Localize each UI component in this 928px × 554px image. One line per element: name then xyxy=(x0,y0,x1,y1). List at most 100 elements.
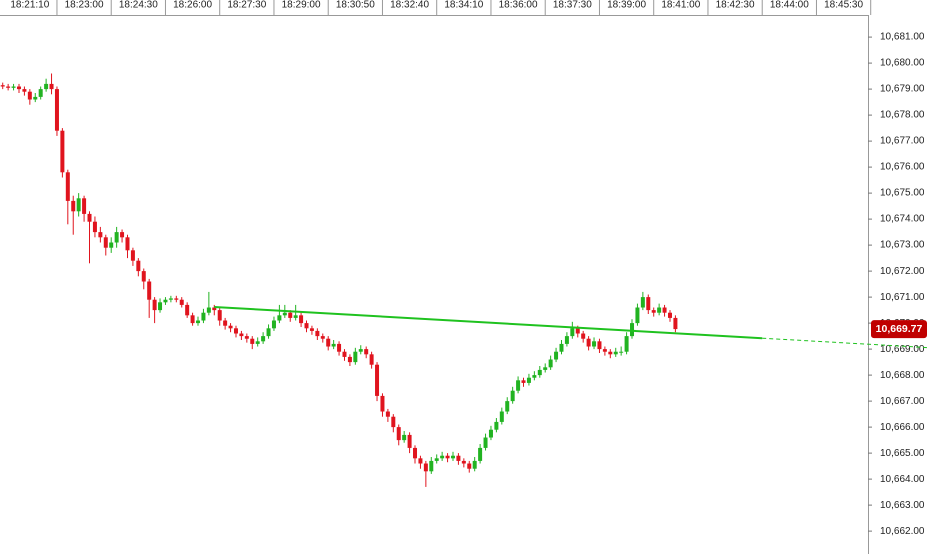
candle-body xyxy=(337,343,342,352)
candle-body xyxy=(190,315,195,324)
candle-body xyxy=(206,307,211,313)
y-tick-label: 10,667.00 xyxy=(880,396,925,407)
candle-body xyxy=(456,455,461,461)
y-tick-label: 10,675.00 xyxy=(880,188,925,199)
y-tick-label: 10,676.00 xyxy=(880,162,925,173)
candle-body xyxy=(6,86,11,88)
candle-body xyxy=(0,85,5,87)
candle-body xyxy=(640,297,645,308)
candle-body xyxy=(575,328,580,334)
candle-body xyxy=(347,356,352,363)
y-tick-label: 10,679.00 xyxy=(880,84,925,95)
candle-body xyxy=(87,213,92,222)
candle-body xyxy=(396,427,401,441)
y-tick-label: 10,677.00 xyxy=(880,136,925,147)
candle-body xyxy=(212,307,217,311)
candle-body xyxy=(483,437,488,448)
candle-body xyxy=(554,351,559,360)
candle-body xyxy=(315,330,320,337)
y-tick-label: 10,663.00 xyxy=(880,500,925,511)
candle-body xyxy=(299,315,304,324)
candle-body xyxy=(152,299,157,311)
candle-body xyxy=(667,312,672,318)
candle-body xyxy=(38,89,43,97)
candle-body xyxy=(33,96,38,100)
candle-body xyxy=(250,338,255,344)
candle-body xyxy=(499,411,504,422)
candle-body xyxy=(147,281,152,300)
x-tick-label: 18:26:00 xyxy=(173,0,212,11)
candle-body xyxy=(472,460,477,469)
candle-body xyxy=(445,455,450,459)
candle-body xyxy=(570,328,575,337)
x-tick-label: 18:21:10 xyxy=(10,0,49,11)
candle-body xyxy=(537,369,542,376)
candle-body xyxy=(309,328,314,331)
candle-body xyxy=(608,351,613,355)
candle-body xyxy=(375,364,380,396)
candle-body xyxy=(358,349,363,352)
candle-body xyxy=(130,250,135,261)
y-tick-label: 10,674.00 xyxy=(880,214,925,225)
candle-body xyxy=(646,297,651,311)
candle-body xyxy=(548,359,553,368)
candle-body xyxy=(494,421,499,430)
candle-body xyxy=(103,237,108,248)
candle-body xyxy=(526,377,531,383)
candle-body xyxy=(559,343,564,352)
candle-body xyxy=(185,304,190,316)
candle-body xyxy=(271,320,276,329)
y-tick-label: 10,665.00 xyxy=(880,448,925,459)
candle-body xyxy=(76,198,81,212)
y-tick-label: 10,666.00 xyxy=(880,422,925,433)
candle-body xyxy=(326,338,331,347)
candle-body xyxy=(364,349,369,355)
candle-body xyxy=(244,336,249,339)
y-tick-label: 10,673.00 xyxy=(880,240,925,251)
candle-body xyxy=(662,307,667,313)
candle-body xyxy=(592,341,597,347)
y-tick-label: 10,669.00 xyxy=(880,344,925,355)
candle-body xyxy=(54,89,59,131)
candle-body xyxy=(429,460,434,472)
candle-body xyxy=(239,333,244,337)
candle-body xyxy=(158,302,163,311)
candle-body xyxy=(320,336,325,339)
candle-body xyxy=(27,91,32,100)
candle-body xyxy=(82,198,87,214)
candle-body xyxy=(467,463,472,469)
candle-body xyxy=(413,447,418,459)
candle-body xyxy=(651,310,656,313)
candle-body xyxy=(125,237,130,251)
candle-body xyxy=(380,395,385,412)
candle-body xyxy=(120,232,125,238)
candle-body xyxy=(201,312,206,321)
candle-body xyxy=(92,221,97,233)
candle-body xyxy=(635,307,640,324)
candle-body xyxy=(478,447,483,461)
candle-body xyxy=(407,434,412,448)
candle-body xyxy=(630,323,635,337)
candle-body xyxy=(11,86,16,88)
candle-body xyxy=(304,323,309,329)
candle-body xyxy=(342,351,347,357)
candle-body xyxy=(22,89,27,92)
candle-body xyxy=(49,83,54,90)
candle-body xyxy=(619,351,624,353)
candle-body xyxy=(510,390,515,402)
candle-body xyxy=(418,458,423,464)
candle-body xyxy=(613,351,618,355)
candle-body xyxy=(597,341,602,350)
candle-body xyxy=(261,336,266,342)
candle-body xyxy=(521,380,526,383)
x-tick-label: 18:45:30 xyxy=(824,0,863,11)
x-tick-label: 18:34:10 xyxy=(444,0,483,11)
candle-body xyxy=(141,271,146,282)
candle-body xyxy=(223,320,228,326)
candle-body xyxy=(288,312,293,318)
candle-body xyxy=(98,232,103,238)
candle-body xyxy=(266,328,271,337)
candle-body xyxy=(391,416,396,428)
last-price-box xyxy=(871,320,927,339)
candle-body xyxy=(44,83,49,90)
